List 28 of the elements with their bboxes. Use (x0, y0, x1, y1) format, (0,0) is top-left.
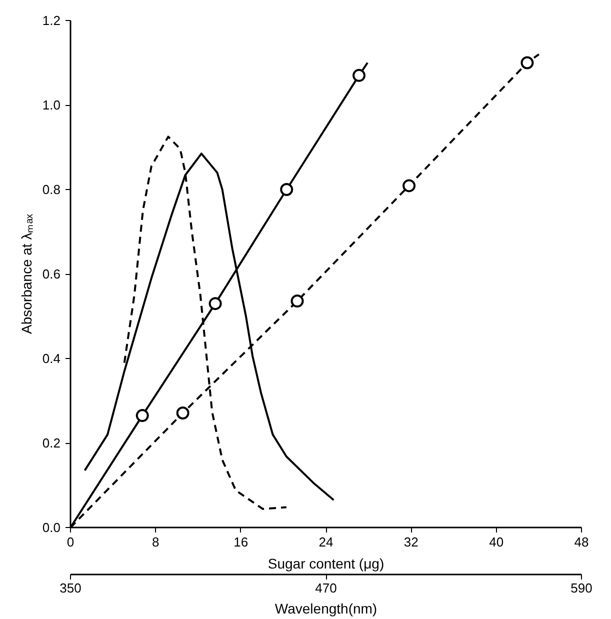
x-tick-label: 8 (152, 534, 160, 550)
x-tick-label: 0 (66, 534, 74, 550)
x-tick-label: 40 (489, 534, 504, 550)
x2-tick-label: 470 (315, 580, 337, 596)
x-axis-title: Sugar content (μg) (268, 556, 384, 572)
point (208, 297, 222, 310)
x2-tick-label: 350 (60, 580, 82, 596)
point (520, 56, 534, 70)
y-tick-label: 1.2 (42, 13, 61, 28)
x-tick-label: 16 (234, 534, 248, 550)
y-tick-label: 0.8 (42, 182, 61, 197)
y-tick-label: 1.0 (42, 98, 61, 112)
x-tick-label: 24 (318, 534, 334, 550)
point (352, 68, 366, 82)
point (290, 294, 304, 308)
x2-axis-title: Wavelength(nm) (274, 600, 378, 616)
point (136, 409, 149, 422)
y-tick-label: 0.6 (42, 266, 61, 282)
x-tick-label: 48 (574, 534, 589, 550)
y-tick-label: 0.2 (42, 436, 61, 450)
point (280, 183, 294, 196)
point (176, 406, 190, 420)
x-tick-label: 32 (404, 534, 418, 550)
y-tick-label: 0.0 (42, 520, 61, 535)
x2-tick-label: 590 (570, 580, 592, 596)
point (402, 179, 416, 192)
y-tick-label: 0.4 (42, 351, 61, 366)
y-axis-title: Absorbance at λₘₐₓ (18, 214, 34, 334)
